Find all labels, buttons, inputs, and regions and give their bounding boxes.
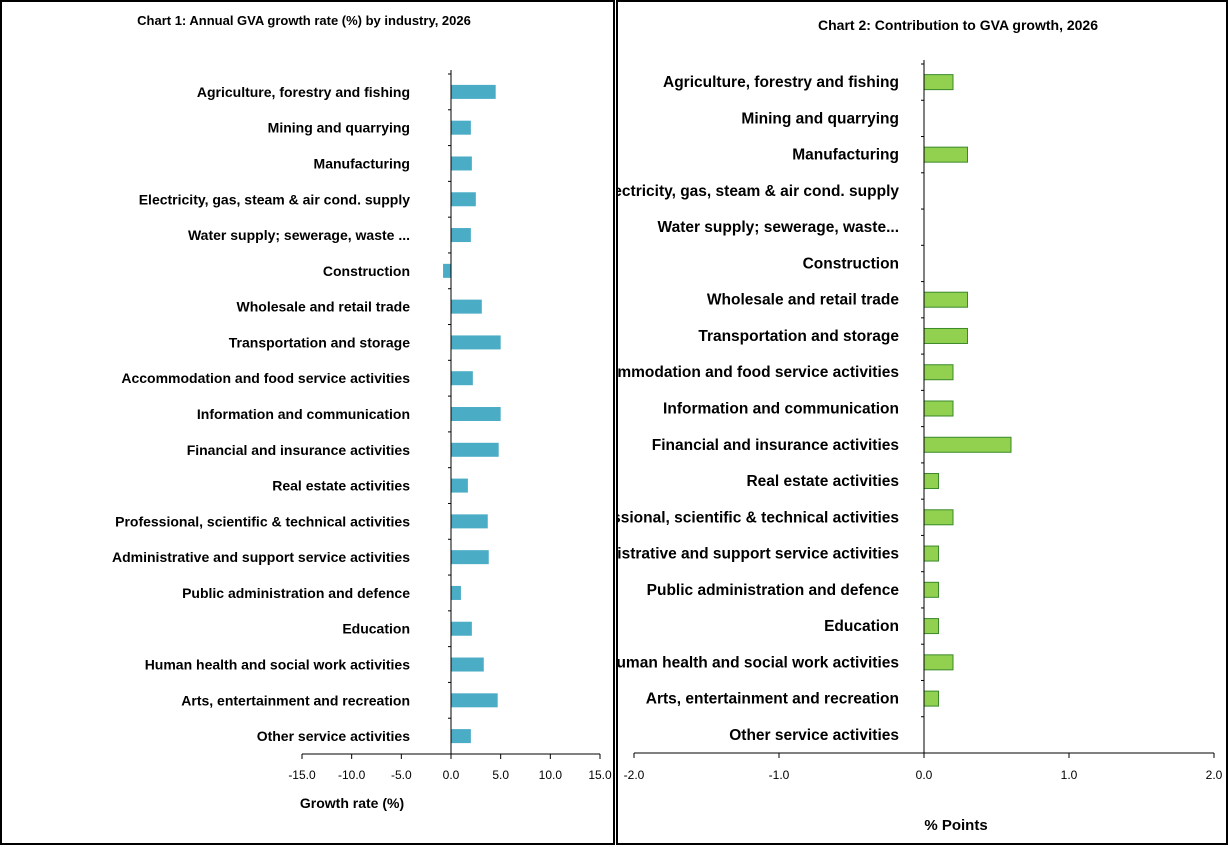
chart-2-category-label: Wholesale and retail trade [707, 292, 899, 309]
chart-2-bar [923, 291, 968, 308]
chart-2-category-label: Human health and social work activities [618, 654, 899, 671]
chart-2-category-label: Information and communication [663, 401, 899, 418]
chart-1-x-tick-label: -15.0 [288, 768, 316, 782]
chart-1-bar [451, 371, 473, 386]
chart-2-category-label: Agriculture, forestry and fishing [663, 74, 899, 91]
chart-2-category-label: Professional, scientific & technical act… [618, 509, 899, 526]
chart-2-category-label: Transportation and storage [698, 328, 899, 345]
chart-1-bar [451, 693, 498, 708]
chart-1-bar [451, 299, 482, 314]
chart-2-bar [923, 545, 939, 562]
chart-1-category-label: Financial and insurance activities [187, 442, 411, 458]
chart-2-bar [923, 146, 968, 163]
chart-1-category-label: Agriculture, forestry and fishing [197, 84, 410, 100]
chart-2-category-label: Financial and insurance activities [652, 437, 899, 454]
chart-2-bar [923, 509, 954, 526]
chart-1-category-label: Mining and quarrying [268, 120, 410, 136]
chart-1-bar [451, 228, 471, 243]
chart-2-bar [923, 654, 954, 671]
chart-1-bar [451, 621, 472, 636]
chart-1-svg: Chart 1: Annual GVA growth rate (%) by i… [112, 13, 612, 811]
chart-1-x-tick-label: 10.0 [539, 768, 563, 782]
chart-2-bar [923, 690, 939, 707]
chart-2-x-tick-label: -1.0 [769, 768, 790, 782]
chart-1-category-label: Real estate activities [272, 478, 410, 494]
chart-1-category-label: Water supply; sewerage, waste ... [188, 227, 410, 243]
chart-1-bar [451, 84, 496, 99]
chart-2-x-axis-title: % Points [924, 817, 987, 834]
chart-2-panel: Chart 2: Contribution to GVA growth, 202… [616, 0, 1228, 845]
chart-2-bar [923, 327, 968, 344]
chart-2-x-tick-label: 0.0 [916, 768, 933, 782]
chart-1-category-label: Manufacturing [314, 155, 410, 171]
chart-1-bar [451, 335, 501, 350]
chart-1-category-label: Construction [323, 263, 410, 279]
chart-2-category-label: Education [824, 618, 899, 635]
chart-2-category-label: Construction [803, 255, 899, 272]
chart-2-category-label: Accommodation and food service activitie… [618, 364, 899, 381]
chart-2-category-label: Electricity, gas, steam & air cond. supp… [618, 183, 899, 200]
chart-1-category-label: Human health and social work activities [145, 657, 411, 673]
chart-2-category-label: Mining and quarrying [741, 110, 899, 127]
chart-1-bar [451, 657, 484, 672]
chart-1-panel: Chart 1: Annual GVA growth rate (%) by i… [0, 0, 615, 845]
chart-2-bar [923, 436, 1012, 453]
chart-1-category-label: Arts, entertainment and recreation [181, 692, 410, 708]
chart-1-category-label: Accommodation and food service activitie… [121, 370, 410, 386]
chart-2-category-label: Real estate activities [746, 473, 899, 490]
chart-2-category-label: Manufacturing [792, 147, 899, 164]
chart-2-bar [923, 581, 939, 598]
chart-2-bar [923, 400, 954, 417]
chart-1-bar [451, 729, 471, 744]
chart-2-category-label: Other service activities [729, 727, 899, 744]
chart-2-bar [923, 618, 939, 635]
chart-1-category-label: Transportation and storage [229, 334, 410, 350]
chart-1-x-axis-title: Growth rate (%) [300, 795, 404, 811]
chart-1-bar [451, 585, 461, 600]
chart-1-bar [451, 478, 468, 493]
chart-2-title: Chart 2: Contribution to GVA growth, 202… [818, 17, 1098, 33]
chart-1-x-tick-label: -5.0 [391, 768, 412, 782]
chart-2-category-label: Water supply; sewerage, waste... [658, 219, 899, 236]
chart-2-category-label: Arts, entertainment and recreation [646, 691, 899, 708]
chart-1-category-label: Public administration and defence [182, 585, 410, 601]
chart-1-bar [451, 514, 488, 529]
chart-1-bar [451, 550, 489, 565]
chart-1-bar [443, 263, 451, 278]
chart-1-category-label: Professional, scientific & technical act… [115, 513, 410, 529]
chart-2-category-label: Administrative and support service activ… [618, 546, 899, 563]
chart-1-x-tick-label: 0.0 [443, 768, 460, 782]
chart-2-bar [923, 74, 954, 91]
chart-2-svg: Chart 2: Contribution to GVA growth, 202… [618, 17, 1223, 834]
chart-2-bar [923, 364, 954, 381]
chart-2-x-tick-label: 1.0 [1061, 768, 1078, 782]
chart-1-bar [451, 442, 499, 457]
chart-2-category-label: Public administration and defence [647, 582, 900, 599]
chart-1-category-label: Wholesale and retail trade [237, 299, 411, 315]
chart-2-bar [923, 473, 939, 490]
chart-1-category-label: Electricity, gas, steam & air cond. supp… [139, 191, 410, 207]
chart-2-x-tick-label: 2.0 [1206, 768, 1223, 782]
chart-1-x-tick-label: 5.0 [492, 768, 509, 782]
chart-2-x-tick-label: -2.0 [624, 768, 645, 782]
chart-1-category-label: Administrative and support service activ… [112, 549, 410, 565]
chart-1-bar [451, 120, 471, 135]
chart-1-category-label: Information and communication [197, 406, 410, 422]
chart-1-bar [451, 156, 472, 171]
chart-1-x-tick-label: 15.0 [588, 768, 612, 782]
chart-1-x-tick-label: -10.0 [338, 768, 366, 782]
chart-1-bar [451, 407, 501, 421]
chart-1-title: Chart 1: Annual GVA growth rate (%) by i… [137, 13, 471, 28]
chart-1-category-label: Other service activities [257, 728, 411, 744]
chart-1-category-label: Education [342, 621, 410, 637]
chart-1-bar [451, 192, 476, 207]
